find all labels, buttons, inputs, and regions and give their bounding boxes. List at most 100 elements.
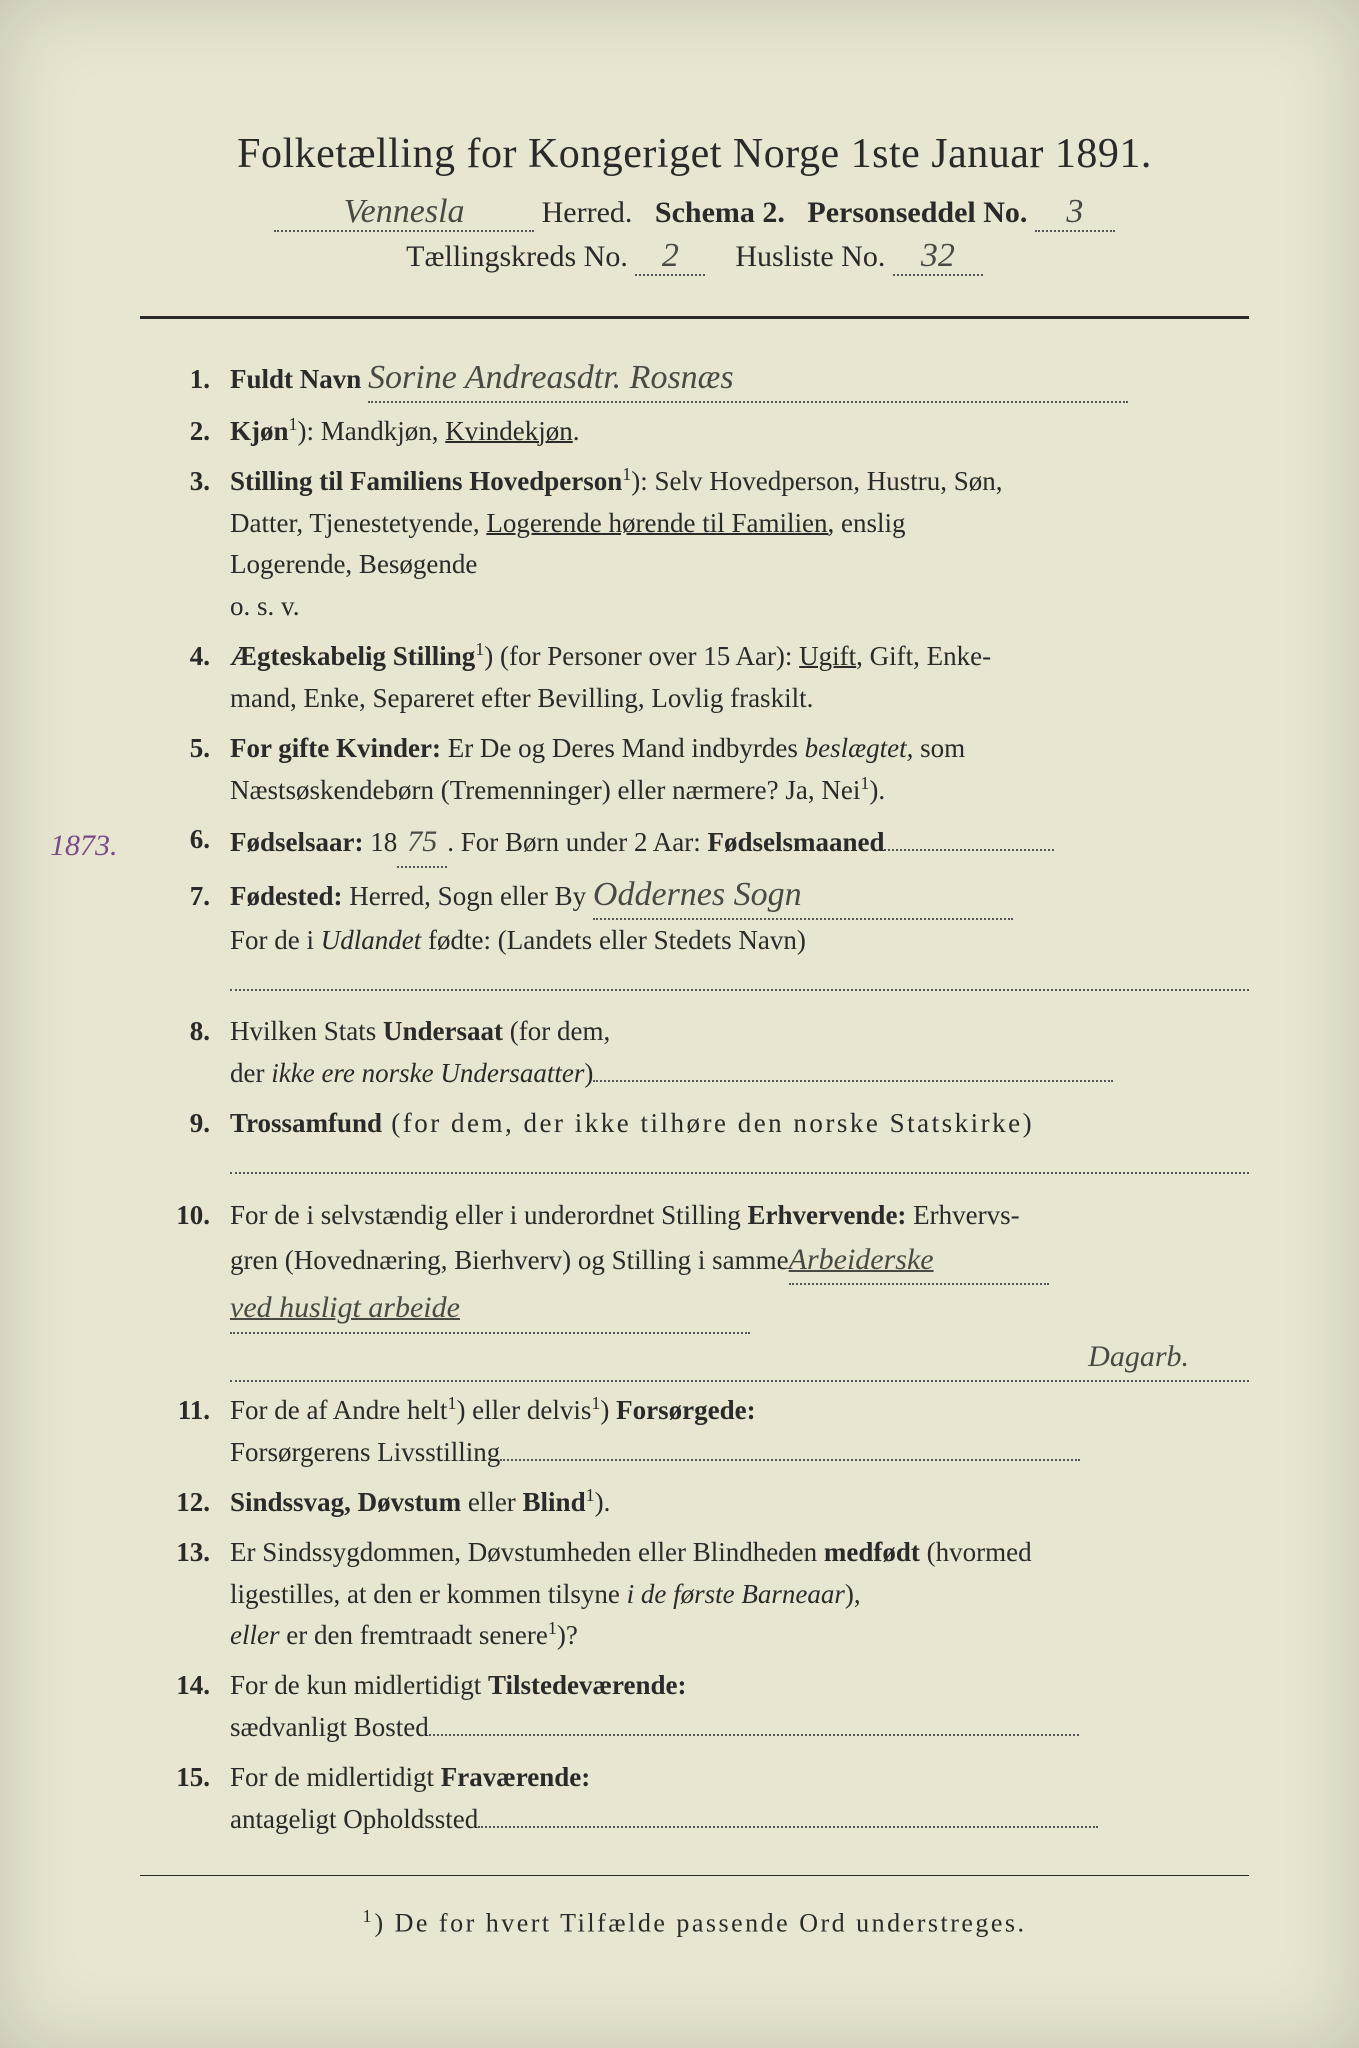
item-label: Trossamfund (230, 1108, 382, 1138)
text: Næstsøskendebørn (Tremenninger) eller næ… (230, 775, 860, 805)
husliste-no: 32 (921, 237, 955, 274)
schema-label: Schema 2. (655, 196, 785, 229)
item-num: 13. (140, 1532, 230, 1658)
item-num: 1. (140, 359, 230, 403)
item-4: 4. Ægteskabelig Stilling1) (for Personer… (140, 636, 1249, 720)
herred-label: Herred. (542, 196, 633, 229)
text: ) eller delvis (456, 1395, 591, 1425)
text: som (913, 733, 965, 763)
item-label: Fuldt Navn (230, 364, 361, 394)
item-11: 11. For de af Andre helt1) eller delvis1… (140, 1390, 1249, 1474)
item-label: Fødselsmaaned (707, 827, 884, 857)
text: . (573, 416, 580, 446)
italic-text: ikke ere norske Undersaatter (271, 1058, 584, 1088)
italic-text: i de første Barneaar (627, 1579, 845, 1609)
husliste-label: Husliste No. (735, 240, 885, 273)
item-14: 14. For de kun midlertidigt Tilstedevære… (140, 1665, 1249, 1749)
item-label: Ægteskabelig Stilling (230, 641, 475, 671)
selected-value: Logerende hørende til Familien, (486, 508, 834, 538)
text: ligestilles, at den er kommen tilsyne (230, 1579, 627, 1609)
kreds-label: Tællingskreds No. (406, 240, 628, 273)
name-value: Sorine Andreasdtr. Rosnæs (368, 359, 734, 396)
item-1: 1. Fuldt Navn Sorine Andreasdtr. Rosnæs (140, 359, 1249, 403)
text: ): Mandkjøn, (298, 416, 446, 446)
header-line-1: Vennesla Herred. Schema 2. Personseddel … (140, 196, 1249, 232)
footnote-ref: 1 (548, 1618, 557, 1638)
footnote-text: ) De for hvert Tilfælde passende Ord und… (374, 1908, 1026, 1937)
footnote-ref: 1 (586, 1485, 595, 1505)
text: Erhvervs- (906, 1200, 1019, 1230)
item-label: medfødt (824, 1537, 920, 1567)
personseddel-label: Personseddel No. (807, 196, 1027, 229)
birthplace-value: Oddernes Sogn (593, 876, 802, 913)
item-num: 11. (140, 1390, 230, 1474)
footnote-ref: 1 (475, 639, 484, 659)
text: gren (Hovednæring, Bierhverv) og Stillin… (230, 1245, 789, 1275)
text: sædvanligt Bosted (230, 1712, 429, 1742)
text: o. s. v. (230, 591, 300, 621)
text: (for dem, (503, 1016, 610, 1046)
item-label: Fødested: (230, 881, 342, 911)
selected-value: Kvindekjøn (445, 416, 573, 446)
item-label: Forsørgede: (616, 1395, 755, 1425)
italic-text: eller (230, 1620, 279, 1650)
text: Herred, Sogn eller By (342, 881, 586, 911)
footnote-ref: 1 (622, 464, 631, 484)
text: ) (600, 1395, 616, 1425)
text: antageligt Opholdssted (230, 1804, 478, 1834)
text: For de af Andre helt (230, 1395, 447, 1425)
text: Datter, Tjenestetyende, (230, 508, 486, 538)
text: . For Børn under 2 Aar: (447, 827, 707, 857)
item-13: 13. Er Sindssygdommen, Døvstumheden elle… (140, 1532, 1249, 1658)
herred-value: Vennesla (344, 193, 465, 230)
item-num: 10. (140, 1195, 230, 1382)
text: , Gift, Enke- (856, 641, 991, 671)
margin-correction: 1873. (50, 823, 118, 870)
item-label: Kjøn (230, 416, 289, 446)
text: For de i (230, 925, 321, 955)
text: der (230, 1058, 271, 1088)
item-3: 3. Stilling til Familiens Hovedperson1):… (140, 461, 1249, 628)
item-num: 6. (140, 819, 230, 868)
text: enslig (834, 508, 905, 538)
footnote: 1) De for hvert Tilfælde passende Ord un… (140, 1906, 1249, 1939)
item-num: 4. (140, 636, 230, 720)
text: Er De og Deres Mand indbyrdes (441, 733, 805, 763)
item-label: Blind (523, 1487, 586, 1517)
text: Logerende, Besøgende (230, 549, 477, 579)
personseddel-no: 3 (1066, 193, 1083, 230)
text: Hvilken Stats (230, 1016, 383, 1046)
item-num: 9. (140, 1103, 230, 1187)
header-line-2: Tællingskreds No. 2 Husliste No. 32 (140, 240, 1249, 276)
italic-text: Udlandet (321, 925, 422, 955)
item-num: 3. (140, 461, 230, 628)
text: fødte: (Landets eller Stedets Navn) (421, 925, 806, 955)
item-num: 14. (140, 1665, 230, 1749)
footnote-ref: 1 (289, 414, 298, 434)
divider (140, 316, 1249, 319)
item-label: For gifte Kvinder: (230, 733, 441, 763)
text: ), (845, 1579, 861, 1609)
item-num: 12. (140, 1482, 230, 1524)
text: (for dem, der ikke tilhøre den norske St… (382, 1108, 1034, 1138)
item-5: 5. For gifte Kvinder: Er De og Deres Man… (140, 728, 1249, 812)
item-9: 9. Trossamfund (for dem, der ikke tilhør… (140, 1103, 1249, 1187)
footnote-marker: 1 (362, 1906, 374, 1926)
kreds-no: 2 (662, 237, 679, 274)
text: (hvormed (920, 1537, 1032, 1567)
text: 18 (363, 827, 397, 857)
item-label: Fødselsaar: (230, 827, 363, 857)
item-2: 2. Kjøn1): Mandkjøn, Kvindekjøn. (140, 411, 1249, 453)
text: Er Sindssygdommen, Døvstumheden eller Bl… (230, 1537, 824, 1567)
text: For de kun midlertidigt (230, 1670, 488, 1700)
text: er den fremtraadt senere (279, 1620, 547, 1650)
divider (140, 1875, 1249, 1876)
occupation-value-3: Dagarb. (1088, 1340, 1189, 1373)
text: ): Selv Hovedperson, Hustru, Søn, (631, 466, 1002, 496)
item-num: 15. (140, 1757, 230, 1841)
item-10: 10. For de i selvstændig eller i underor… (140, 1195, 1249, 1382)
item-label: Undersaat (383, 1016, 503, 1046)
footnote-ref: 1 (860, 773, 869, 793)
italic-text: beslægtet, (805, 733, 914, 763)
item-7: 7. Fødested: Herred, Sogn eller By Odder… (140, 876, 1249, 1004)
